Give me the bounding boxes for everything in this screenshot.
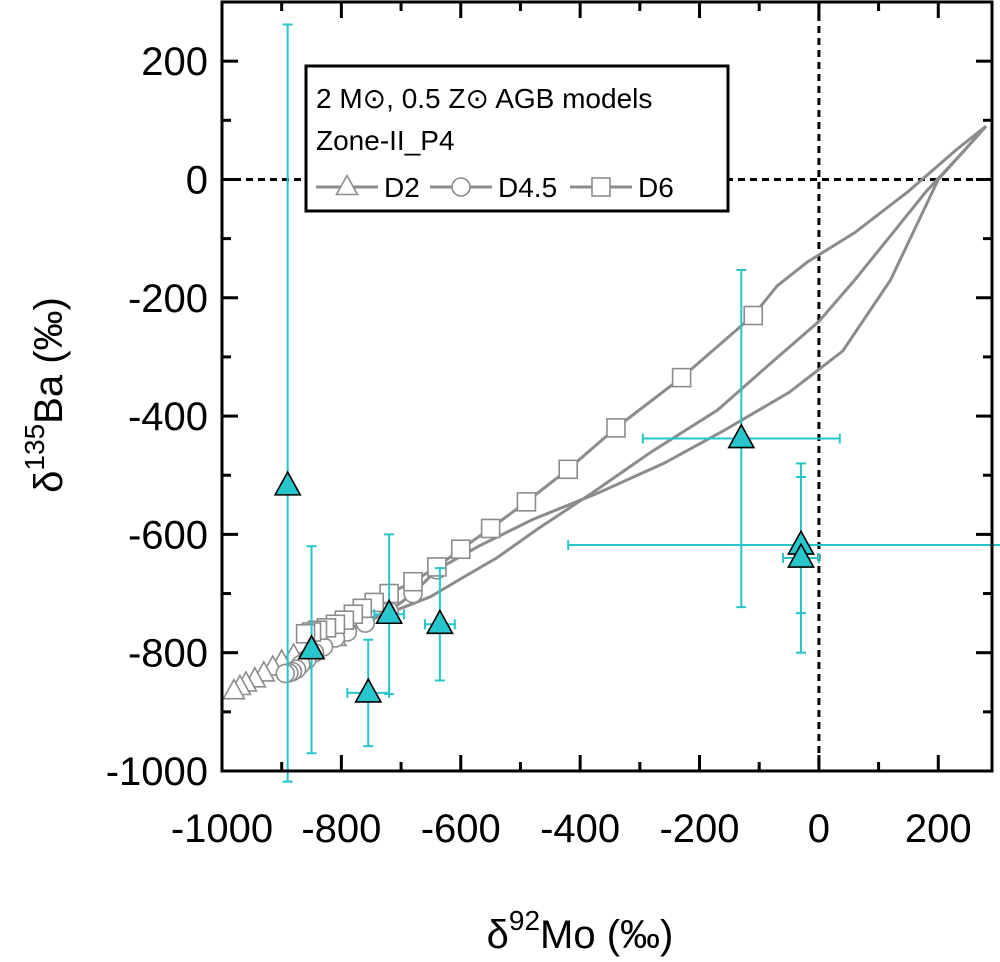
series-point-D6 [480, 518, 501, 539]
x-tick-label: -1000 [171, 807, 273, 851]
y-tick-label: -1000 [106, 750, 208, 794]
ticks [220, 0, 992, 773]
legend-title-line1: 2 M⊙, 0.5 Z⊙ AGB models [316, 83, 652, 114]
series-point-D2 [222, 677, 246, 700]
x-axis-title: δ92Mo (‰) [487, 905, 674, 957]
y-tick-label: 200 [141, 40, 208, 84]
series-point-D6 [743, 305, 764, 326]
legend-entries: D2 D4.5 D6 [316, 172, 674, 203]
measurement-point [425, 608, 454, 635]
legend-marker-D2 [335, 173, 359, 196]
series-point-D6 [516, 492, 537, 512]
measurement-point [727, 423, 756, 449]
y-axis-title: δ135Ba (‰) [19, 297, 71, 493]
legend-label-D6: D6 [638, 172, 674, 203]
x-tick-label: -400 [540, 807, 620, 851]
series-point-D6 [558, 459, 579, 480]
series-point-D6 [403, 571, 423, 592]
plot-frame [220, 0, 994, 773]
measurement-point [375, 598, 404, 625]
measurement-point [354, 677, 383, 703]
series-point-D4.5 [275, 663, 296, 684]
measurements [273, 23, 1000, 783]
measurement-point [787, 542, 815, 568]
model-curves [222, 125, 988, 700]
x-tick-label: 0 [808, 807, 830, 851]
legend: 2 M⊙, 0.5 Z⊙ AGB models Zone-II_P4 D2 D4.… [304, 64, 730, 213]
legend-marker-D4.5 [451, 177, 471, 197]
y-tick-label: -800 [128, 632, 208, 676]
series-point-D6 [427, 557, 447, 577]
tick-labels: -1000 -800 -600 -400 -200 0 200 -1000 -800 -600 -4… [106, 40, 972, 851]
legend-label-D4.5: D4.5 [498, 172, 557, 203]
legend-title-line2: Zone-II_P4 [316, 125, 455, 156]
legend-label-D2: D2 [384, 172, 420, 203]
y-tick-label: 0 [186, 158, 208, 202]
measurement-point [297, 634, 326, 660]
x-tick-label: 200 [905, 807, 972, 851]
legend-marker-D6 [591, 177, 611, 197]
y-tick-label: -600 [128, 513, 208, 557]
series-point-D6 [450, 539, 471, 559]
y-tick-label: -400 [128, 395, 208, 439]
x-tick-label: -600 [421, 807, 501, 851]
measurement-point [273, 470, 302, 496]
x-tick-label: -800 [301, 807, 381, 851]
series-point-D6 [671, 367, 692, 388]
series-point-D6 [606, 418, 626, 438]
y-tick-label: -200 [128, 277, 208, 321]
x-tick-label: -200 [659, 807, 739, 851]
